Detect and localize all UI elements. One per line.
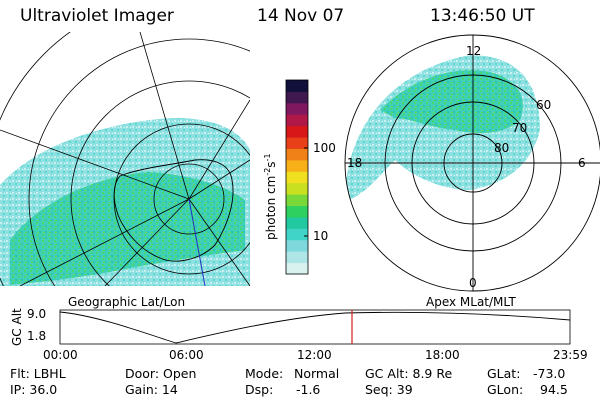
mlt-6-label: 6: [578, 156, 586, 170]
colorbar-segment: [286, 251, 308, 264]
ip-info: IP: 36.0: [10, 382, 58, 397]
glon-value: 94.5: [540, 382, 568, 397]
instrument-title: Ultraviolet Imager: [20, 6, 174, 26]
mlt-18-label: 18: [347, 156, 363, 170]
mode-value: Normal: [294, 366, 340, 381]
mlt-0-label: 0: [469, 276, 477, 290]
colorbar-segment: [286, 102, 308, 115]
lat-80-label: 80: [494, 141, 510, 155]
geo-panel-label: Geographic Lat/Lon: [68, 295, 186, 309]
time-label: 13:46:50 UT: [430, 6, 535, 26]
lat-70-label: 70: [512, 121, 528, 135]
alt-xtick-2: 12:00: [297, 348, 332, 362]
door-info: Door: Open: [125, 366, 197, 381]
alt-xtick-0: 00:00: [43, 348, 78, 362]
alt-ytick-bottom: 1.8: [27, 329, 47, 343]
gain-info: Gain: 14: [125, 382, 178, 397]
glat-value: -73.0: [533, 366, 566, 381]
colorbar-segment: [286, 114, 308, 127]
mode-label: Mode:: [245, 366, 284, 381]
mag-panel-label: Apex MLat/MLT: [426, 295, 516, 309]
seq-info: Seq: 39: [365, 382, 413, 397]
alt-ytick-top: 9.0: [27, 307, 47, 321]
colorbar-segment: [286, 80, 308, 92]
colorbar-segment: [286, 216, 308, 229]
gc-alt-info: GC Alt: 8.9 Re: [365, 366, 453, 381]
colorbar-segment: [286, 239, 308, 252]
colorbar-segment: [286, 194, 308, 207]
colorbar-segment: [286, 228, 308, 241]
glat-label: GLat:: [487, 366, 521, 381]
dsp-value: -1.6: [296, 382, 321, 397]
lat-60-label: 60: [536, 98, 552, 112]
colorbar-segment: [286, 171, 308, 184]
colorbar-segment: [286, 137, 308, 149]
colorbar-segment: [286, 182, 308, 195]
colorbar: [286, 80, 308, 275]
colorbar-tick-10: 10: [313, 229, 329, 243]
colorbar-segment: [286, 205, 308, 218]
colorbar-segment: [286, 262, 308, 275]
alt-xtick-3: 18:00: [425, 348, 460, 362]
colorbar-segment: [286, 159, 308, 172]
dsp-label: Dsp:: [245, 382, 274, 397]
flt-info: Flt: LBHL: [10, 366, 66, 381]
colorbar-segment: [286, 91, 308, 104]
glon-label: GLon:: [487, 382, 524, 397]
mlt-12-label: 12: [466, 44, 482, 58]
colorbar-unit-label: photon cm-2s-1: [263, 153, 278, 240]
colorbar-segment: [286, 125, 308, 138]
colorbar-segment: [286, 148, 308, 161]
colorbar-tick-100: 100: [313, 141, 336, 155]
alt-ylabel: GC Alt: [10, 308, 24, 346]
date-label: 14 Nov 07: [257, 6, 345, 26]
alt-xtick-4: 23:59: [553, 348, 588, 362]
alt-xtick-1: 06:00: [169, 348, 204, 362]
